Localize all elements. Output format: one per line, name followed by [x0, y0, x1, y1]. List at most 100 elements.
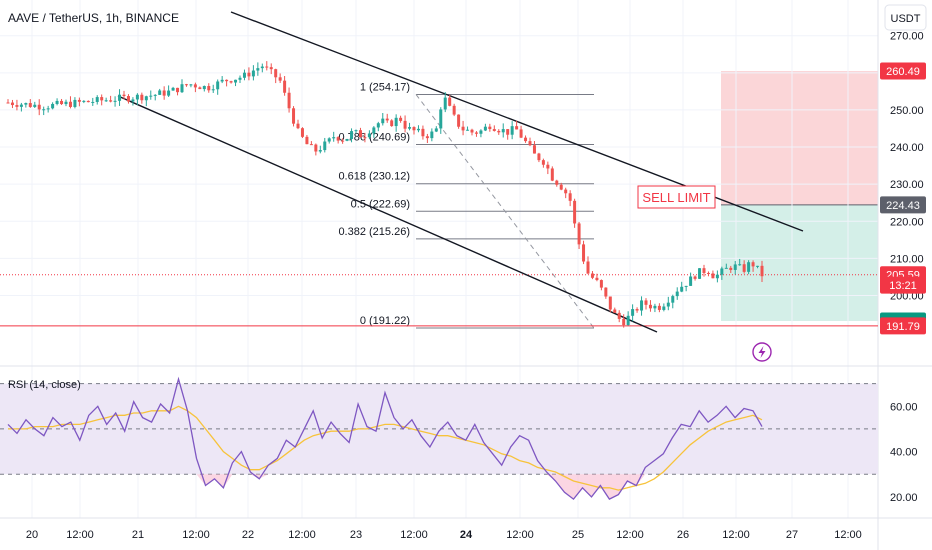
candle-body — [358, 130, 362, 138]
candle-body — [73, 99, 77, 107]
time-tick-label: 24 — [460, 529, 473, 541]
candle-body — [492, 129, 496, 131]
price-tag[interactable] — [880, 276, 926, 294]
candle-body — [6, 102, 10, 104]
candle-body — [126, 96, 130, 102]
candle-body — [747, 262, 751, 272]
candle-body — [537, 153, 541, 161]
candle-body — [91, 101, 95, 103]
candle-body — [720, 268, 724, 275]
candle-body — [385, 118, 389, 121]
candle-body — [590, 273, 594, 278]
candle-body — [336, 137, 340, 141]
sell-limit-annotation[interactable]: SELL LIMIT — [637, 185, 716, 209]
price-tick-label: 270.00 — [890, 31, 924, 43]
candle-body — [207, 86, 211, 91]
candle-body — [488, 126, 492, 130]
candle-body — [305, 136, 309, 145]
candle-body — [635, 309, 639, 311]
candle-body — [452, 105, 456, 115]
candle-body — [613, 309, 617, 313]
candle-body — [153, 94, 157, 96]
candle-body — [546, 164, 550, 169]
rsi-tick-label: 60.00 — [890, 401, 918, 413]
candle-body — [425, 136, 429, 139]
rsi-tick-label: 20.00 — [890, 492, 918, 504]
candle-body — [515, 126, 519, 130]
candle-body — [327, 138, 331, 142]
price-tag[interactable] — [880, 196, 926, 214]
time-tick-label: 22 — [242, 529, 254, 541]
candle-body — [109, 100, 113, 102]
candle-body — [519, 129, 523, 138]
candle-body — [483, 126, 487, 131]
time-tick-label: 27 — [786, 529, 798, 541]
candle-body — [376, 123, 380, 128]
candle-body — [698, 268, 702, 279]
candle-body — [341, 140, 345, 142]
candle-body — [350, 131, 354, 139]
candle-body — [640, 300, 644, 311]
candle-body — [702, 268, 706, 273]
candle-body — [412, 127, 416, 131]
candle-body — [42, 109, 46, 111]
price-tag[interactable] — [880, 317, 926, 335]
candle-body — [403, 120, 407, 129]
currency-button[interactable] — [884, 4, 927, 31]
candle-body — [131, 99, 135, 102]
candle-body — [283, 80, 287, 93]
candle-body — [582, 244, 586, 262]
candle-body — [372, 127, 376, 134]
rsi-line[interactable] — [7, 376, 763, 501]
candle-body — [162, 90, 166, 96]
candle-body — [118, 94, 122, 101]
time-tick-label: 21 — [132, 529, 144, 541]
candle-body — [332, 137, 336, 139]
candle-body — [77, 99, 81, 102]
price-tick-label: 230.00 — [890, 179, 924, 191]
stop-loss-zone[interactable] — [721, 71, 878, 205]
candle-body — [715, 274, 719, 279]
candle-body — [573, 200, 577, 224]
price-tag-label: 13:21 — [889, 280, 917, 292]
candle-body — [564, 189, 568, 194]
candle-body — [220, 79, 224, 82]
candle-body — [604, 287, 608, 297]
candle-body — [68, 101, 72, 107]
candle-body — [55, 100, 59, 104]
candle-body — [33, 104, 37, 107]
candle-body — [144, 96, 148, 101]
candle-body — [24, 103, 28, 105]
candle-body — [180, 84, 184, 93]
candle-body — [693, 276, 697, 279]
candle-body — [171, 87, 175, 91]
lightning-icon[interactable] — [752, 342, 772, 362]
candle-body — [461, 126, 465, 131]
candle-body — [122, 94, 126, 97]
candle-body — [541, 160, 545, 165]
candle-body — [622, 318, 626, 326]
candle-body — [37, 104, 41, 110]
time-tick-label: 12:00 — [182, 529, 210, 541]
candle-body — [729, 267, 733, 270]
candle-body — [390, 120, 394, 127]
time-tick-label: 12:00 — [722, 529, 750, 541]
candle-body — [198, 87, 202, 90]
candle-body — [265, 66, 269, 68]
candle-body — [416, 128, 420, 131]
channel-lower-line[interactable] — [117, 95, 658, 333]
candle-body — [251, 70, 255, 77]
candle-body — [269, 67, 273, 70]
price-tick-label: 210.00 — [890, 253, 924, 265]
candle-body — [577, 223, 581, 245]
candle-body — [211, 89, 215, 91]
candle-body — [113, 100, 117, 102]
candle-body — [532, 145, 536, 154]
price-tag[interactable] — [880, 62, 926, 80]
candle-body — [229, 81, 233, 83]
candle-body — [555, 180, 559, 185]
candle-body — [104, 100, 108, 102]
candle-body — [506, 129, 510, 135]
time-tick-label: 20 — [26, 529, 38, 541]
